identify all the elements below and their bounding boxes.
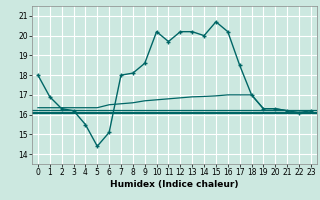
X-axis label: Humidex (Indice chaleur): Humidex (Indice chaleur): [110, 180, 239, 189]
